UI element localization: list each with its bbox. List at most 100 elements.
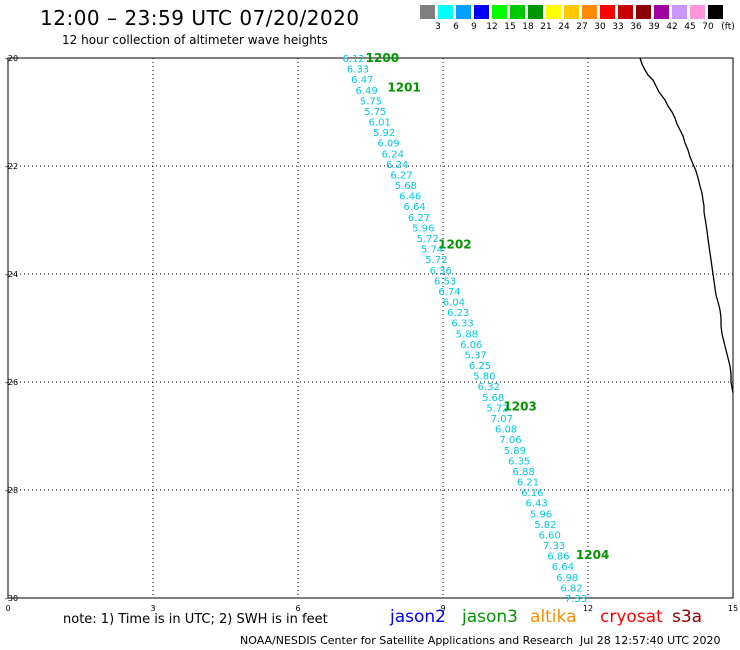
swh-value: 6.98 [556, 573, 578, 584]
swh-value: 6.25 [469, 361, 491, 372]
legend-label: 42 [666, 22, 678, 32]
swh-value: 5.82 [534, 520, 556, 531]
swh-value: 6.33 [451, 319, 473, 330]
legend-swatch [474, 5, 489, 19]
legend-label: 9 [471, 22, 477, 32]
swh-value: 6.06 [460, 340, 482, 351]
swh-value: 6.49 [356, 86, 378, 97]
x-tick-label: 12 [583, 604, 593, 613]
x-tick-label: 0 [5, 604, 10, 613]
swh-value: 6.46 [399, 192, 421, 203]
swh-value: 6.24 [386, 160, 408, 171]
legend-label: 24 [558, 22, 570, 32]
legend-label: 15 [504, 22, 516, 32]
satellite-cryosat-label: cryosat [600, 607, 663, 627]
swh-value: 5.75 [360, 96, 382, 107]
legend-swatch [438, 5, 453, 19]
map-title: 12:00 – 23:59 UTC 07/20/2020 [40, 6, 360, 30]
swh-value: 5.96 [412, 223, 434, 234]
map-frame [7, 57, 734, 599]
swh-value: 5.80 [473, 372, 495, 383]
swh-value: 5.72 [486, 403, 508, 414]
time-label: 1200 [366, 51, 399, 65]
swh-value: 6.88 [512, 467, 534, 478]
swh-value: 6.33 [347, 65, 369, 76]
swh-value: 6.74 [438, 287, 460, 298]
legend-label: 36 [630, 22, 642, 32]
time-label: 1204 [576, 548, 609, 562]
y-tick-label: -20 [5, 54, 18, 63]
legend-label: 33 [612, 22, 624, 32]
swh-value: 6.64 [403, 202, 425, 213]
legend-swatch [456, 5, 471, 19]
swh-value: 6.24 [382, 149, 404, 160]
satellite-altika-label: altika [530, 607, 577, 627]
legend-label: 18 [522, 22, 534, 32]
swh-value: 6.60 [539, 530, 561, 541]
swh-value: 5.74 [421, 245, 443, 256]
swh-value: 6.43 [526, 499, 548, 510]
swh-value: 6.08 [495, 425, 517, 436]
legend-label: 30 [594, 22, 606, 32]
swh-value: 7.06 [499, 435, 521, 446]
legend-swatch [618, 5, 633, 19]
swh-value: 7.33 [565, 594, 587, 605]
time-label: 1203 [503, 399, 536, 413]
swh-value: 6.04 [443, 298, 465, 309]
legend-swatch [600, 5, 615, 19]
swh-value: 6.53 [434, 276, 456, 287]
legend-label: 27 [576, 22, 588, 32]
swh-value: 6.82 [560, 583, 582, 594]
x-tick-label: 3 [150, 604, 155, 613]
swh-value: 6.01 [369, 118, 391, 129]
legend-label: 12 [486, 22, 498, 32]
legend-swatch [564, 5, 579, 19]
x-tick-label: 6 [295, 604, 300, 613]
legend-label: 3 [435, 22, 441, 32]
footer-timestamp: Jul 28 12:57:40 UTC 2020 [580, 634, 721, 647]
swh-value: 5.72 [425, 255, 447, 266]
swh-value: 6.27 [408, 213, 430, 224]
legend-label: 45 [684, 22, 696, 32]
satellite-jason2-label: jason2 [390, 607, 446, 627]
swh-value: 6.47 [351, 75, 373, 86]
swh-value: 6.64 [552, 562, 574, 573]
footer-organization: NOAA/NESDIS Center for Satellite Applica… [240, 634, 574, 647]
swh-value: 6.16 [521, 488, 543, 499]
swh-value: 5.68 [395, 181, 417, 192]
note-text: note: 1) Time is in UTC; 2) SWH is in fe… [63, 612, 328, 627]
legend-units: (ft) [721, 22, 735, 32]
map-subtitle: 12 hour collection of altimeter wave hei… [62, 33, 328, 47]
legend-swatch [420, 5, 435, 19]
legend-swatch [690, 5, 705, 19]
satellite-s3a-label: s3a [672, 607, 703, 627]
legend-swatch [546, 5, 561, 19]
legend-label: 21 [540, 22, 552, 32]
legend-swatch [528, 5, 543, 19]
swh-value: 6.09 [377, 139, 399, 150]
x-tick-label: 15 [728, 604, 738, 613]
legend-swatch [492, 5, 507, 19]
swh-value: 6.27 [390, 170, 412, 181]
y-tick-label: -26 [5, 378, 18, 387]
legend-label: 39 [648, 22, 660, 32]
y-tick-label: -30 [5, 594, 18, 603]
swh-value: 5.92 [373, 128, 395, 139]
swh-value: 5.37 [465, 350, 487, 361]
legend-swatch [582, 5, 597, 19]
swh-value: 6.35 [508, 456, 530, 467]
swh-value: 5.68 [482, 393, 504, 404]
x-tick-label: 9 [440, 604, 445, 613]
legend-swatch [654, 5, 669, 19]
swh-value: 6.12 [342, 54, 364, 65]
swh-value: 7.33 [543, 541, 565, 552]
swh-value: 6.86 [547, 552, 569, 563]
y-tick-label: -28 [5, 486, 18, 495]
swh-value: 7.07 [491, 414, 513, 425]
coastline [639, 57, 734, 394]
legend-swatch [708, 5, 723, 19]
swh-value: 6.36 [430, 266, 452, 277]
y-tick-label: -22 [5, 162, 18, 171]
swh-value: 5.88 [456, 329, 478, 340]
